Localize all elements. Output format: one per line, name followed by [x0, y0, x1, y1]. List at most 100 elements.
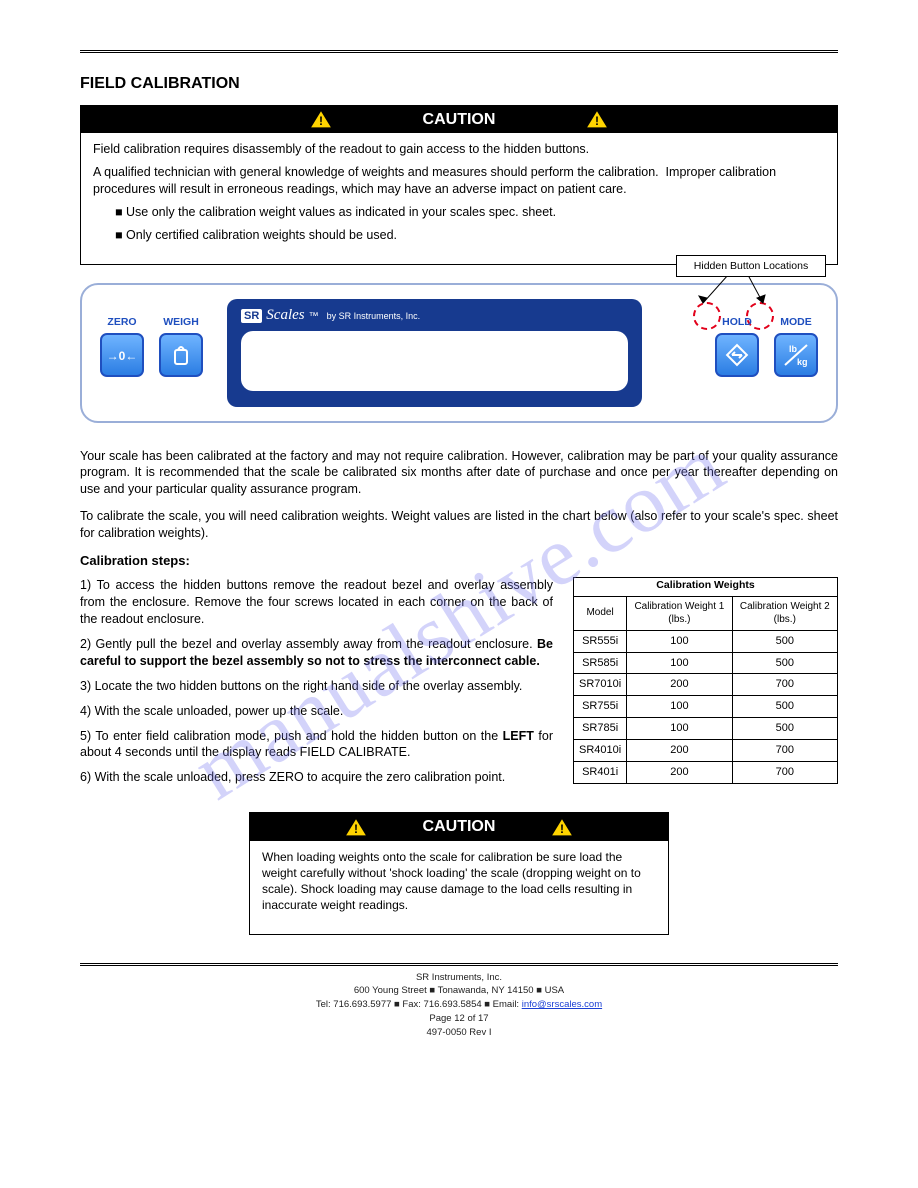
brand-scales: Scales — [266, 305, 304, 325]
step-5: 5) To enter field calibration mode, push… — [80, 728, 553, 762]
table-row: SR401i200700 — [574, 761, 838, 783]
table-cell: 100 — [627, 696, 732, 718]
mode-label: MODE — [780, 315, 812, 329]
brand-sr: SR — [241, 309, 262, 324]
step-5a: 5) To enter field calibration mode, push… — [80, 729, 503, 743]
table-column: Calibration Weights Model Calibration We… — [573, 577, 838, 794]
display-bezel: SR Scales ™ by SR Instruments, Inc. — [227, 299, 642, 407]
caution-header-1: ! CAUTION ! — [81, 106, 837, 134]
caution2-heading-text: CAUTION — [423, 816, 496, 838]
hold-icon — [724, 342, 750, 368]
th-w1: Calibration Weight 1 (lbs.) — [627, 596, 732, 630]
warning-icon: ! — [585, 109, 609, 129]
calibration-table: Calibration Weights Model Calibration We… — [573, 577, 838, 783]
step-2a: 2) Gently pull the bezel and overlay ass… — [80, 637, 533, 651]
caution1-bullet1-text: Use only the calibration weight values a… — [126, 205, 556, 219]
steps-column: 1) To access the hidden buttons remove t… — [80, 577, 553, 794]
table-row: SR755i100500 — [574, 696, 838, 718]
footer-email-link[interactable]: info@srscales.com — [522, 999, 602, 1010]
zero-button[interactable]: →0← — [100, 333, 144, 377]
step-3: 3) Locate the two hidden buttons on the … — [80, 678, 553, 695]
step-1: 1) To access the hidden buttons remove t… — [80, 577, 553, 628]
table-caption: Calibration Weights — [573, 577, 838, 595]
svg-text:!: ! — [319, 114, 323, 128]
svg-text:→0←: →0← — [108, 349, 136, 363]
table-cell: 700 — [732, 674, 837, 696]
mode-button[interactable]: lbkg — [774, 333, 818, 377]
section-title: FIELD CALIBRATION — [80, 73, 838, 95]
mode-icon: lbkg — [781, 341, 811, 369]
caution-header-2: ! CAUTION ! — [250, 813, 668, 841]
zero-button-col: ZERO →0← — [100, 315, 144, 377]
table-cell: SR7010i — [574, 674, 627, 696]
th-model: Model — [574, 596, 627, 630]
footer-rev: 497-0050 Rev I — [427, 1027, 492, 1040]
table-cell: 700 — [732, 761, 837, 783]
step-2: 2) Gently pull the bezel and overlay ass… — [80, 636, 553, 670]
hold-button[interactable] — [715, 333, 759, 377]
footer-page: Page 12 of 17 — [429, 1013, 488, 1026]
table-cell: 500 — [732, 696, 837, 718]
table-cell: SR555i — [574, 630, 627, 652]
caution-box-2: ! CAUTION ! When loading weights onto th… — [249, 812, 669, 934]
footer-contact-prefix: Tel: 716.693.5977 ■ Fax: 716.693.5854 ■ … — [316, 999, 522, 1010]
table-cell: 100 — [627, 630, 732, 652]
intro-p2: To calibrate the scale, you will need ca… — [80, 508, 838, 542]
warning-icon: ! — [344, 817, 368, 837]
zero-label: ZERO — [107, 315, 136, 329]
warning-icon: ! — [550, 817, 574, 837]
page-footer: SR Instruments, Inc. 600 Young Street ■ … — [80, 972, 838, 1040]
table-cell: 700 — [732, 739, 837, 761]
caution-box-1: ! CAUTION ! Field calibration requires d… — [80, 105, 838, 265]
caution1-line2: A qualified technician with general know… — [93, 164, 825, 198]
caution1-bullet2-text: Only certified calibration weights shoul… — [126, 228, 397, 242]
caution-body-2: When loading weights onto the scale for … — [250, 841, 668, 934]
caution1-bullet2: ■ Only certified calibration weights sho… — [115, 227, 825, 244]
hold-button-col: HOLD — [715, 315, 759, 377]
svg-text:lb: lb — [789, 344, 798, 354]
intro-p1: Your scale has been calibrated at the fa… — [80, 448, 838, 499]
svg-text:!: ! — [354, 822, 358, 836]
table-cell: 200 — [627, 739, 732, 761]
footer-contact: Tel: 716.693.5977 ■ Fax: 716.693.5854 ■ … — [316, 999, 602, 1012]
brand-byline: by SR Instruments, Inc. — [327, 310, 421, 322]
table-cell: 100 — [627, 652, 732, 674]
table-cell: 200 — [627, 761, 732, 783]
table-row: SR7010i200700 — [574, 674, 838, 696]
caution2-text: When loading weights onto the scale for … — [262, 849, 656, 914]
table-cell: SR785i — [574, 718, 627, 740]
caution-body-1: Field calibration requires disassembly o… — [81, 133, 837, 263]
bezel-brand: SR Scales ™ by SR Instruments, Inc. — [241, 305, 628, 325]
cal-steps-heading: Calibration steps: — [80, 552, 838, 570]
lcd-window — [241, 331, 628, 391]
step-4: 4) With the scale unloaded, power up the… — [80, 703, 553, 720]
table-row: SR555i100500 — [574, 630, 838, 652]
svg-text:!: ! — [560, 822, 564, 836]
zero-icon: →0← — [108, 344, 136, 366]
body-text: Your scale has been calibrated at the fa… — [80, 448, 838, 795]
weigh-button-col: WEIGH — [159, 315, 203, 377]
footer-address: 600 Young Street ■ Tonawanda, NY 14150 ■… — [354, 985, 564, 998]
footer-company: SR Instruments, Inc. — [416, 972, 502, 985]
table-row: SR585i100500 — [574, 652, 838, 674]
table-cell: 500 — [732, 630, 837, 652]
table-row: SR4010i200700 — [574, 739, 838, 761]
table-cell: SR401i — [574, 761, 627, 783]
step-6: 6) With the scale unloaded, press ZERO t… — [80, 769, 553, 786]
table-cell: 500 — [732, 652, 837, 674]
caution1-bullet1: ■ Use only the calibration weight values… — [115, 204, 825, 221]
table-cell: 100 — [627, 718, 732, 740]
brand-tm: ™ — [309, 310, 319, 324]
weigh-button[interactable] — [159, 333, 203, 377]
hidden-button-label: Hidden Button Locations — [676, 255, 826, 277]
mode-button-col: MODE lbkg — [774, 315, 818, 377]
step-5b: LEFT — [503, 729, 534, 743]
caution1-line1: Field calibration requires disassembly o… — [93, 141, 825, 158]
hold-label: HOLD — [722, 315, 752, 329]
table-cell: 500 — [732, 718, 837, 740]
table-cell: 200 — [627, 674, 732, 696]
table-cell: SR4010i — [574, 739, 627, 761]
caution-heading-text: CAUTION — [423, 109, 496, 131]
table-row: SR785i100500 — [574, 718, 838, 740]
th-w2: Calibration Weight 2 (lbs.) — [732, 596, 837, 630]
